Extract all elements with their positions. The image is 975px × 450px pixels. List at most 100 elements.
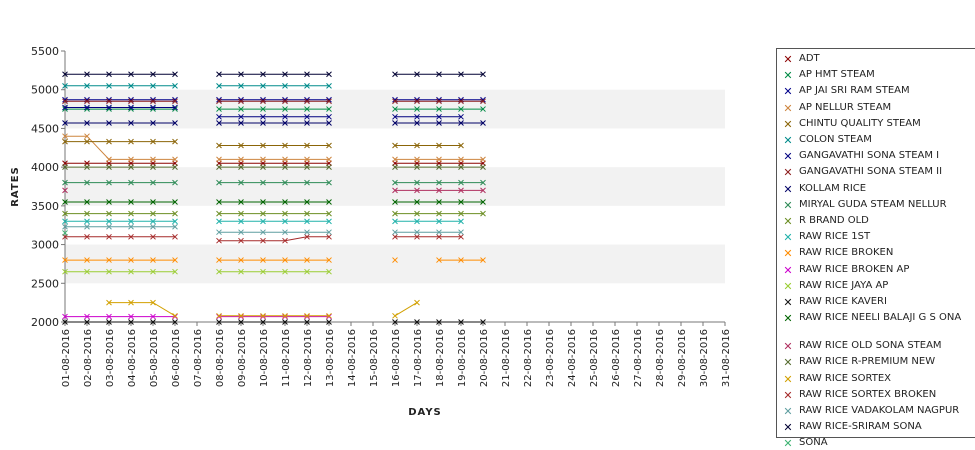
x-tick-label: 06-08-2016 bbox=[171, 329, 182, 387]
legend-item: ✕ COLON STEAM bbox=[777, 134, 975, 147]
y-tick-label: 5000 bbox=[31, 84, 59, 97]
x-tick-label: 05-08-2016 bbox=[149, 329, 160, 387]
legend-marker-icon: ✕ bbox=[783, 405, 793, 418]
legend-item: ✕ RAW RICE 1ST bbox=[777, 231, 975, 244]
line-chart: 2000 2500 3000 3500 4000 4500 5000 5500 01-08-2… bbox=[10, 45, 732, 418]
legend-label: RAW RICE JAYA AP bbox=[799, 279, 889, 291]
x-tick-label: 12-08-2016 bbox=[303, 329, 314, 387]
x-axis-label: DAYS bbox=[408, 407, 442, 418]
legend-marker-icon: ✕ bbox=[783, 215, 793, 228]
series-21 bbox=[62, 223, 464, 236]
legend-item: ✕ AP JAI SRI RAM STEAM bbox=[777, 85, 975, 98]
series-5 bbox=[62, 82, 332, 89]
x-tick-label: 25-08-2016 bbox=[589, 329, 600, 387]
legend-label: RAW RICE SORTEX BROKEN bbox=[799, 388, 937, 400]
series-18 bbox=[62, 164, 486, 170]
legend-marker-icon: ✕ bbox=[783, 231, 793, 245]
series-1 bbox=[62, 106, 486, 112]
grid-band bbox=[65, 244, 725, 284]
legend-label: GANGAVATHI SONA STEAM I bbox=[799, 150, 940, 162]
x-tick-label: 14-08-2016 bbox=[347, 329, 358, 387]
legend-label: MIRYAL GUDA STEAM NELLUR bbox=[799, 198, 947, 210]
x-tick-label: 13-08-2016 bbox=[325, 329, 336, 387]
x-tick-label: 07-08-2016 bbox=[193, 329, 204, 387]
legend-item: ✕ GANGAVATHI SONA STEAM I bbox=[777, 150, 975, 163]
x-tick-label: 10-08-2016 bbox=[259, 329, 270, 387]
legend-label: SONA bbox=[799, 437, 828, 449]
legend-marker-icon: ✕ bbox=[783, 150, 793, 164]
series-14 bbox=[62, 268, 332, 275]
series-3 bbox=[62, 133, 486, 163]
legend-label: RAW RICE KAVERI bbox=[799, 296, 887, 307]
series-9 bbox=[62, 179, 486, 186]
series-7 bbox=[62, 98, 486, 105]
legend-item: ✕ RAW RICE-SRIRAM SONA bbox=[777, 421, 975, 434]
series-line bbox=[219, 236, 329, 242]
series-11 bbox=[62, 218, 464, 225]
legend-marker-icon: ✕ bbox=[783, 421, 793, 435]
legend-label: RAW RICE R-PREMIUM NEW bbox=[799, 356, 936, 368]
legend-marker-icon: ✕ bbox=[783, 85, 793, 99]
x-tick-label: 24-08-2016 bbox=[567, 329, 578, 387]
x-tick-label: 04-08-2016 bbox=[127, 329, 138, 387]
legend-item: ✕ RAW RICE VADAKOLAM NAGPUR bbox=[777, 405, 975, 418]
x-tick-label: 18-08-2016 bbox=[435, 329, 446, 387]
series-6 bbox=[62, 104, 464, 120]
legend-marker-icon: ✕ bbox=[783, 340, 793, 354]
legend-item: ✕ AP NELLUR STEAM bbox=[777, 102, 975, 115]
x-tick-label: 27-08-2016 bbox=[633, 329, 644, 387]
legend-item: ✕ ADT bbox=[777, 53, 975, 66]
x-tick-label: 01-08-2016 bbox=[61, 329, 72, 387]
legend-label: RAW RICE NEELI BALAJI G S ONA bbox=[799, 312, 962, 324]
legend-label: AP NELLUR STEAM bbox=[799, 101, 892, 113]
x-tick-label: 02-08-2016 bbox=[83, 329, 94, 387]
data-point bbox=[392, 312, 398, 319]
legend-marker-icon: ✕ bbox=[783, 166, 793, 180]
series-13 bbox=[62, 313, 332, 320]
series-22 bbox=[62, 71, 486, 78]
grid-band bbox=[65, 167, 725, 206]
y-tick-labels: 2000 2500 3000 3500 4000 4500 5000 5500 bbox=[31, 45, 65, 329]
legend-item: ✕ RAW RICE BROKEN AP bbox=[777, 264, 975, 277]
x-tick-label: 16-08-2016 bbox=[391, 329, 402, 387]
legend-marker-icon: ✕ bbox=[783, 279, 793, 293]
legend-marker-icon: ✕ bbox=[783, 182, 793, 196]
x-tick-label: 03-08-2016 bbox=[105, 329, 116, 387]
legend-item: ✕ MIRYAL GUDA STEAM NELLUR bbox=[777, 199, 975, 212]
legend: ✕ ADT ✕ AP HMT STEAM ✕ AP JAI SRI RAM STEAM ✕ A… bbox=[776, 48, 975, 450]
grid-bands bbox=[65, 89, 725, 284]
legend-item: ✕ RAW RICE SORTEX bbox=[777, 373, 975, 386]
legend-label: RAW RICE-SRIRAM SONA bbox=[799, 421, 922, 433]
x-tick-label: 21-08-2016 bbox=[501, 329, 512, 387]
x-tick-label: 30-08-2016 bbox=[699, 329, 710, 387]
series-17 bbox=[62, 187, 486, 194]
x-tick-label: 22-08-2016 bbox=[523, 329, 534, 387]
legend-marker-icon: ✕ bbox=[783, 372, 793, 386]
legend-marker-icon: ✕ bbox=[783, 53, 793, 66]
legend-item: ✕ RAW RICE BROKEN bbox=[777, 247, 975, 260]
x-tick-label: 29-08-2016 bbox=[677, 329, 688, 387]
data-point bbox=[62, 187, 68, 194]
legend-marker-icon: ✕ bbox=[783, 101, 793, 115]
series-16 bbox=[62, 199, 486, 205]
legend-item: ✕ KOLLAM RICE bbox=[777, 183, 975, 196]
legend-item: ✕ RAW RICE OLD SONA STEAM bbox=[777, 340, 975, 353]
x-tick-label: 08-08-2016 bbox=[215, 329, 226, 387]
legend-item: ✕ R BRAND OLD bbox=[777, 215, 975, 228]
x-tick-label: 28-08-2016 bbox=[655, 329, 666, 387]
series-19 bbox=[106, 299, 420, 319]
x-tick-label: 23-08-2016 bbox=[545, 329, 556, 387]
legend-label: GANGAVATHI SONA STEAM II bbox=[799, 166, 943, 178]
legend-label: RAW RICE BROKEN AP bbox=[799, 263, 910, 275]
y-tick-label: 5500 bbox=[31, 45, 59, 58]
legend-label: AP JAI SRI RAM STEAM bbox=[799, 85, 910, 97]
y-tick-label: 3500 bbox=[31, 200, 59, 213]
legend-marker-icon: ✕ bbox=[783, 198, 793, 212]
series-12 bbox=[62, 257, 486, 263]
legend-item: ✕ RAW RICE SORTEX BROKEN bbox=[777, 389, 975, 402]
x-tick-label: 19-08-2016 bbox=[457, 329, 468, 387]
legend-marker-icon: ✕ bbox=[783, 356, 793, 370]
series-4 bbox=[62, 138, 464, 149]
series-0 bbox=[62, 160, 486, 167]
x-tick-labels: 01-08-2016 02-08-2016 03-08-2016 04-08-2016… bbox=[61, 322, 732, 387]
